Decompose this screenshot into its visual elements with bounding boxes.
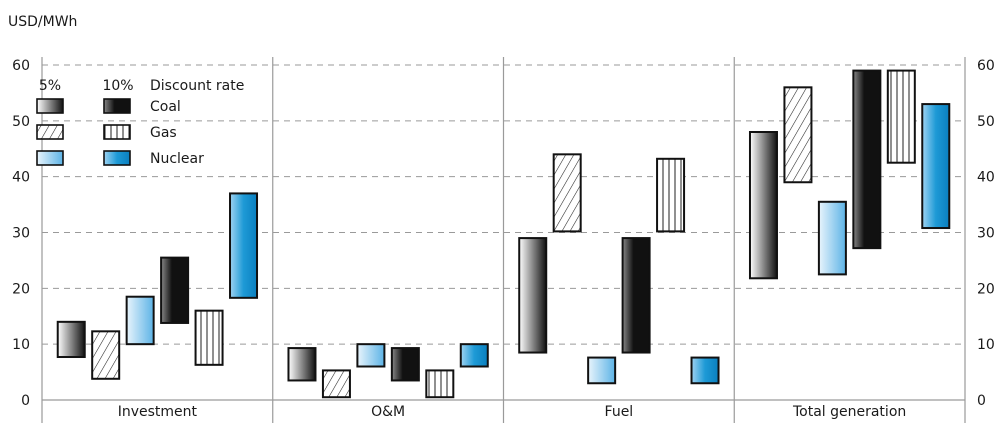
y-tick-label-left: 0 bbox=[21, 393, 30, 409]
axes: 0 0 10 10 20 20 30 30 40 40 50 50 60 60 bbox=[12, 57, 995, 423]
legend: 5% 10% Discount rate Coal Gas Nuclear bbox=[36, 78, 244, 167]
legend-swatch-5pct bbox=[36, 124, 64, 140]
bar-coal-5pct-3 bbox=[748, 131, 778, 280]
y-tick-label-right: 60 bbox=[977, 58, 995, 74]
y-tick-label-left: 60 bbox=[12, 58, 30, 74]
y-tick-label-left: 20 bbox=[12, 281, 30, 297]
y-tick-label-left: 30 bbox=[12, 226, 30, 242]
bar-coal-5pct-1 bbox=[287, 347, 317, 382]
legend-label: Nuclear bbox=[150, 151, 204, 167]
legend-title: Discount rate bbox=[150, 78, 244, 94]
legend-swatch-10pct bbox=[103, 150, 131, 166]
bar-coal-5pct-0 bbox=[56, 320, 86, 359]
category-label: Total generation bbox=[792, 404, 906, 420]
category-labels: Investment O&M Fuel Total generation bbox=[118, 404, 907, 420]
bar-gas-10pct-0 bbox=[194, 309, 224, 366]
category-label: Investment bbox=[118, 404, 198, 420]
bar-nuclear-5pct-3 bbox=[817, 200, 847, 276]
bar-gas-10pct-2 bbox=[656, 157, 686, 233]
legend-label: Gas bbox=[150, 125, 177, 141]
bars bbox=[56, 69, 951, 399]
bar-gas-10pct-1 bbox=[425, 369, 455, 399]
category-label: Fuel bbox=[605, 404, 634, 420]
bar-nuclear-10pct-3 bbox=[921, 103, 951, 230]
legend-swatch-10pct bbox=[103, 98, 131, 114]
category-label: O&M bbox=[371, 404, 405, 420]
bar-nuclear-5pct-2 bbox=[587, 356, 617, 385]
y-tick-label-right: 50 bbox=[977, 114, 995, 130]
legend-swatch-5pct bbox=[36, 150, 64, 166]
bar-gas-5pct-3 bbox=[783, 86, 813, 184]
unit-label: USD/MWh bbox=[8, 14, 77, 30]
y-tick-label-right: 10 bbox=[977, 337, 995, 353]
legend-label: Coal bbox=[150, 99, 181, 115]
bar-nuclear-10pct-0 bbox=[229, 192, 259, 299]
y-tick-label-right: 20 bbox=[977, 281, 995, 297]
bar-coal-10pct-3 bbox=[852, 69, 882, 250]
legend-swatch-10pct bbox=[103, 124, 131, 140]
legend-swatch-5pct bbox=[36, 98, 64, 114]
y-tick-label-left: 40 bbox=[12, 170, 30, 186]
y-tick-label-left: 10 bbox=[12, 337, 30, 353]
legend-header-10: 10% bbox=[102, 78, 133, 94]
bar-gas-5pct-1 bbox=[321, 369, 351, 399]
y-tick-label-right: 30 bbox=[977, 226, 995, 242]
bar-nuclear-5pct-1 bbox=[356, 343, 386, 368]
bar-gas-5pct-0 bbox=[91, 330, 121, 380]
bar-gas-10pct-3 bbox=[886, 69, 916, 164]
y-tick-label-left: 50 bbox=[12, 114, 30, 130]
legend-header-5: 5% bbox=[39, 78, 61, 94]
bar-coal-10pct-2 bbox=[621, 237, 651, 354]
y-tick-label-right: 40 bbox=[977, 170, 995, 186]
bar-coal-10pct-0 bbox=[160, 256, 190, 324]
bar-nuclear-5pct-0 bbox=[125, 295, 155, 346]
bar-coal-10pct-1 bbox=[390, 347, 420, 382]
bar-gas-5pct-2 bbox=[552, 153, 582, 233]
y-tick-label-right: 0 bbox=[977, 393, 986, 409]
bar-coal-5pct-2 bbox=[518, 237, 548, 354]
bar-nuclear-10pct-1 bbox=[459, 343, 489, 368]
bar-nuclear-10pct-2 bbox=[690, 356, 720, 385]
